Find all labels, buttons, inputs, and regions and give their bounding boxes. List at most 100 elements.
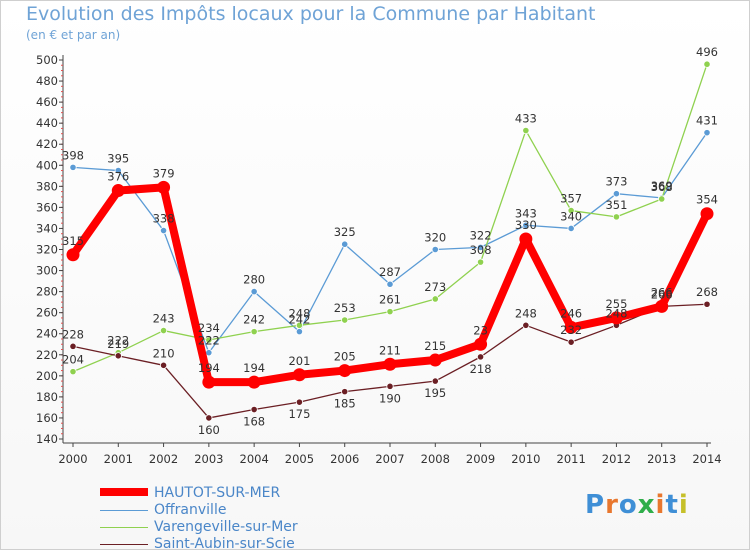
data-label-saint-aubin-sur-scie: 268 (696, 285, 718, 299)
data-label-hautot-sur-mer: 379 (153, 166, 175, 180)
data-label-saint-aubin-sur-scie: 266 (651, 287, 673, 301)
data-point-saint-aubin-sur-scie (386, 382, 394, 390)
data-point-varengeville-sur-mer (341, 316, 349, 324)
data-label-varengeville-sur-mer: 261 (379, 293, 401, 307)
x-tick-label: 2000 (58, 452, 87, 466)
x-tick-label: 2002 (149, 452, 178, 466)
data-point-offranville (522, 221, 530, 229)
data-label-varengeville-sur-mer: 234 (198, 321, 220, 335)
data-label-hautot-sur-mer: 315 (62, 234, 84, 248)
data-label-offranville: 338 (153, 212, 175, 226)
legend-swatch-offranville (100, 510, 148, 511)
data-point-hautot-sur-mer (247, 375, 261, 389)
logo-letter: x (637, 490, 656, 520)
data-label-hautot-sur-mer: 215 (424, 339, 446, 353)
y-tick-label: 320 (36, 243, 58, 257)
legend-label-hautot: HAUTOT-SUR-MER (154, 485, 281, 501)
x-tick-label: 2009 (466, 452, 495, 466)
data-label-hautot-sur-mer: 201 (288, 354, 310, 368)
x-tick-label: 2011 (557, 452, 586, 466)
data-point-saint-aubin-sur-scie (205, 414, 213, 422)
data-label-offranville: 322 (470, 228, 492, 242)
legend-swatch-varengeville (100, 527, 148, 528)
data-point-saint-aubin-sur-scie (295, 398, 304, 406)
data-point-hautot-sur-mer (111, 184, 125, 198)
data-label-offranville: 287 (379, 265, 401, 279)
data-point-hautot-sur-mer (474, 337, 488, 351)
data-point-offranville (114, 166, 122, 175)
data-label-offranville: 280 (243, 273, 265, 287)
legend-label-offranville: Offranville (154, 502, 227, 518)
y-tick-label: 480 (36, 74, 58, 88)
legend-label-saint-aubin: Saint-Aubin-sur-Scie (154, 536, 295, 552)
data-point-offranville (431, 245, 439, 254)
logo-letter: i (655, 490, 666, 520)
data-label-hautot-sur-mer: 354 (696, 193, 718, 207)
data-point-saint-aubin-sur-scie (431, 377, 439, 385)
y-tick-label: 140 (36, 432, 58, 446)
y-tick-label: 180 (36, 390, 58, 404)
x-tick-label: 2007 (375, 452, 404, 466)
logo-letter: t (665, 490, 679, 520)
data-point-hautot-sur-mer (519, 232, 533, 246)
x-tick-label: 2008 (421, 452, 450, 466)
data-label-varengeville-sur-mer: 433 (515, 112, 537, 126)
data-label-varengeville-sur-mer: 496 (696, 45, 718, 59)
data-point-offranville (386, 280, 394, 288)
data-label-saint-aubin-sur-scie: 218 (470, 362, 492, 376)
data-label-varengeville-sur-mer: 242 (243, 313, 265, 327)
data-label-saint-aubin-sur-scie: 219 (107, 337, 129, 351)
data-point-offranville (69, 163, 77, 171)
data-label-hautot-sur-mer: 205 (334, 350, 356, 364)
data-label-saint-aubin-sur-scie: 228 (62, 327, 84, 341)
data-point-hautot-sur-mer (202, 375, 216, 389)
x-tick-label: 2003 (194, 452, 223, 466)
data-point-hautot-sur-mer (428, 353, 442, 367)
data-label-hautot-sur-mer: 376 (107, 170, 129, 184)
data-label-varengeville-sur-mer: 308 (470, 243, 492, 257)
data-point-hautot-sur-mer (700, 207, 714, 221)
data-point-hautot-sur-mer (383, 357, 397, 371)
y-tick-label: 220 (36, 348, 58, 362)
data-point-varengeville-sur-mer (703, 60, 711, 68)
data-label-hautot-sur-mer: 194 (243, 361, 265, 375)
axes: 140 160 180 200 220 240 260 280 300 320 340 360 380 4… (36, 53, 722, 466)
data-point-saint-aubin-sur-scie (567, 338, 575, 346)
data-label-saint-aubin-sur-scie: 195 (424, 386, 446, 400)
data-point-saint-aubin-sur-scie (250, 405, 258, 414)
data-point-hautot-sur-mer (564, 320, 578, 334)
y-tick-label: 500 (36, 53, 58, 67)
data-point-varengeville-sur-mer (612, 213, 621, 221)
data-label-varengeville-sur-mer: 368 (651, 180, 673, 194)
data-label-offranville: 343 (515, 206, 537, 220)
data-point-varengeville-sur-mer (205, 336, 213, 344)
data-label-saint-aubin-sur-scie: 232 (560, 323, 582, 337)
logo-letter: i (678, 490, 689, 520)
y-tick-label: 280 (36, 285, 58, 299)
data-label-offranville: 325 (334, 225, 356, 239)
data-label-offranville: 320 (424, 231, 446, 245)
y-tick-label: 420 (36, 137, 58, 151)
data-label-varengeville-sur-mer: 253 (334, 301, 356, 315)
logo-letter: r (605, 490, 619, 520)
data-label-varengeville-sur-mer: 243 (153, 312, 175, 326)
data-label-offranville: 242 (288, 313, 310, 327)
data-point-saint-aubin-sur-scie (476, 353, 485, 361)
data-label-hautot-sur-mer: 246 (560, 306, 582, 320)
data-point-offranville (567, 224, 575, 233)
data-point-varengeville-sur-mer (69, 368, 77, 376)
data-label-hautot-sur-mer: 330 (515, 218, 537, 232)
legend-swatch-saint-aubin (100, 544, 148, 545)
y-tick-label: 300 (36, 264, 58, 278)
y-tick-label: 340 (36, 221, 58, 235)
data-point-varengeville-sur-mer (476, 258, 485, 266)
data-label-hautot-sur-mer: 23 (473, 323, 488, 337)
data-point-offranville (476, 243, 485, 251)
data-label-saint-aubin-sur-scie: 190 (379, 391, 401, 405)
data-point-saint-aubin-sur-scie (703, 300, 711, 308)
data-point-saint-aubin-sur-scie (159, 361, 168, 369)
data-label-offranville: 369 (651, 179, 673, 193)
data-point-hautot-sur-mer (609, 311, 623, 325)
legend-label-varengeville: Varengeville-sur-Mer (154, 519, 298, 535)
